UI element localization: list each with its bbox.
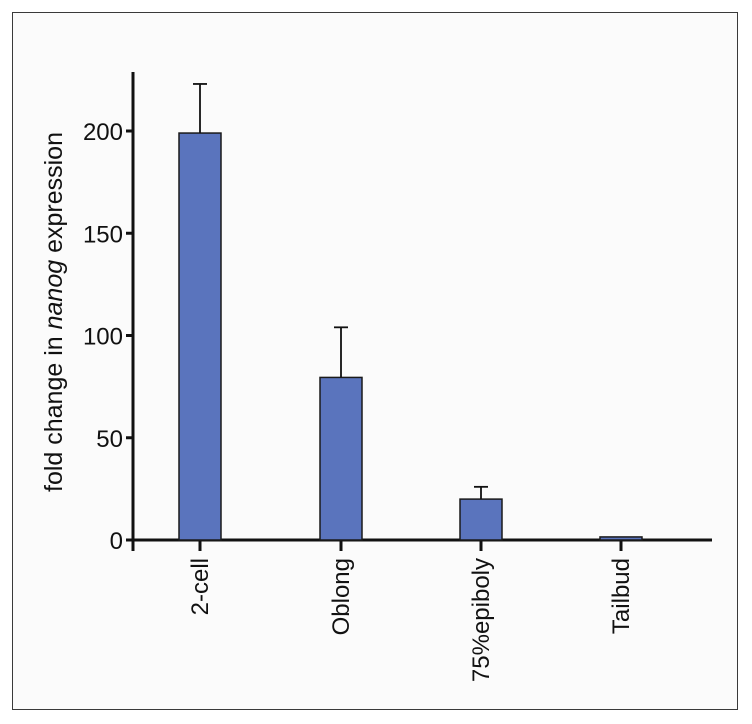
category-labels: 2-cell Oblong 75%epiboly Tailbud <box>187 558 635 682</box>
y-tick-label-100: 100 <box>83 324 123 351</box>
bar-0 <box>178 132 222 541</box>
bar-2 <box>459 498 503 541</box>
error-bars-group <box>193 83 488 500</box>
y-axis-title-part-3: expression <box>40 132 68 260</box>
bar-1 <box>319 376 363 541</box>
y-tick-label-50: 50 <box>96 426 123 453</box>
category-label-3: Tailbud <box>608 558 635 634</box>
y-axis: 0 50 100 150 200 <box>83 72 135 555</box>
x-axis <box>133 538 712 551</box>
y-tick-label-150: 150 <box>83 221 123 248</box>
y-tick-label-200: 200 <box>83 119 123 146</box>
bar-3 <box>599 536 643 541</box>
category-label-2: 75%epiboly <box>468 558 495 682</box>
y-tick-label-0: 0 <box>110 528 123 555</box>
bars-group <box>178 132 643 541</box>
category-label-1: Oblong <box>328 558 355 635</box>
category-label-0: 2-cell <box>187 558 214 615</box>
y-axis-title: fold change in nanog expression <box>40 132 68 492</box>
y-axis-title-part-2: nanog <box>40 260 68 330</box>
y-axis-title-part-1: fold change in <box>40 329 68 492</box>
